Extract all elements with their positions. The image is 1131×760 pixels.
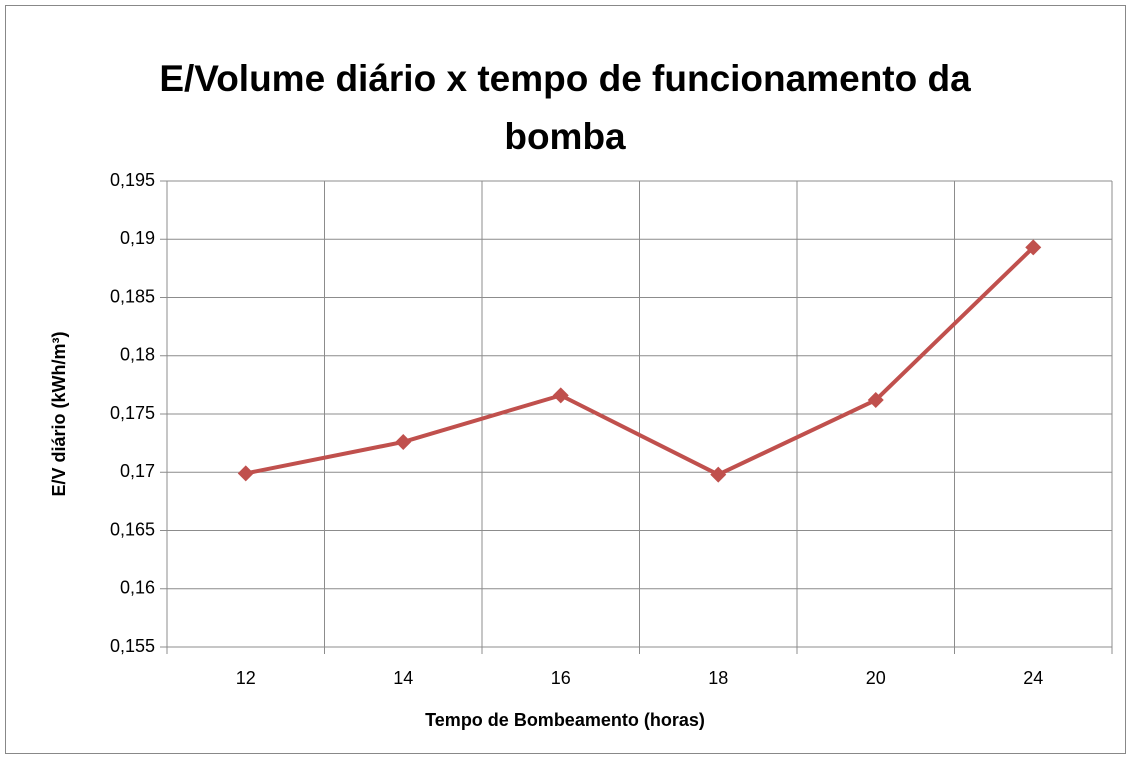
- point-marker: [710, 466, 727, 483]
- y-tick-label: 0,16: [120, 578, 155, 598]
- y-tick-label: 0,185: [110, 286, 155, 306]
- x-tick-label: 18: [708, 668, 728, 688]
- point-marker: [867, 392, 884, 409]
- series-line: [245, 245, 1035, 477]
- point-marker: [237, 465, 254, 482]
- x-tick-label: 14: [393, 668, 413, 688]
- chart-border: [5, 5, 1126, 754]
- y-tick-label: 0,165: [110, 519, 155, 539]
- y-tick-label: 0,175: [110, 403, 155, 423]
- y-axis-label: E/V diário (kWh/m³): [49, 331, 69, 496]
- x-axis-label: Tempo de Bombeamento (horas): [425, 710, 705, 730]
- x-tick-label: 24: [1023, 668, 1043, 688]
- y-tick-label: 0,155: [110, 636, 155, 656]
- y-tick-label: 0,18: [120, 345, 155, 365]
- x-tick-label: 12: [236, 668, 256, 688]
- chart-title: E/Volume diário x tempo de funcionamento…: [159, 58, 971, 157]
- point-marker: [552, 387, 569, 404]
- x-tick-label: 16: [551, 668, 571, 688]
- y-tick-label: 0,17: [120, 461, 155, 481]
- y-tick-label: 0,195: [110, 170, 155, 190]
- x-tick-label: 20: [866, 668, 886, 688]
- point-marker: [395, 433, 412, 450]
- y-tick-label: 0,19: [120, 228, 155, 248]
- point-marker: [1025, 239, 1042, 256]
